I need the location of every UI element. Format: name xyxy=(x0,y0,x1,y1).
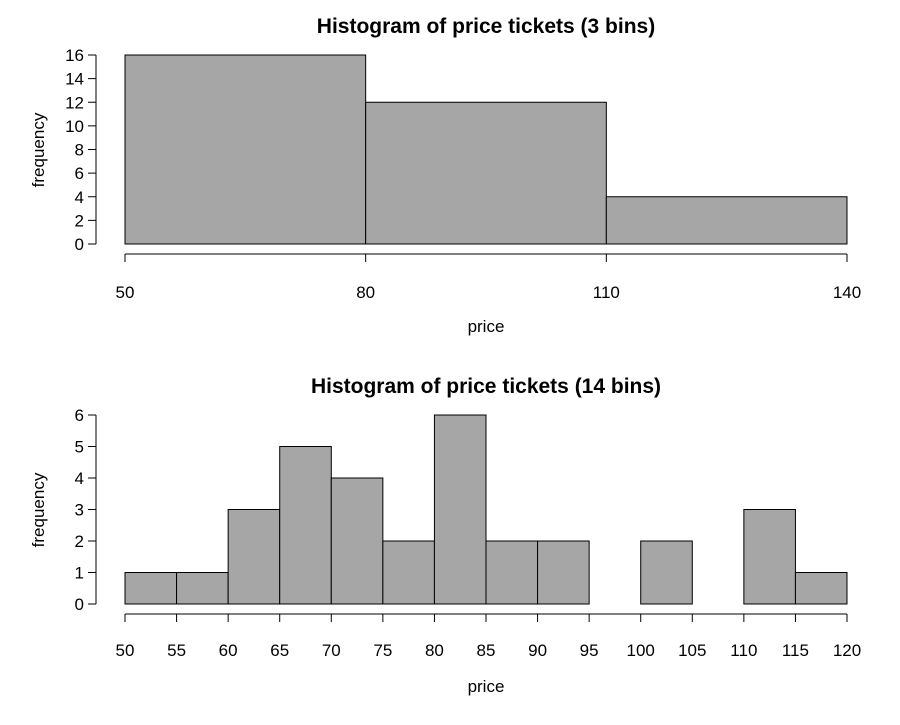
histogram-bar xyxy=(227,509,281,605)
histogram-bar xyxy=(382,540,435,605)
y-tick-label: 14 xyxy=(65,70,84,89)
histogram-bar xyxy=(605,196,848,245)
y-tick-label: 2 xyxy=(75,211,84,230)
y-tick-label: 0 xyxy=(75,595,84,614)
x-tick-label: 140 xyxy=(833,283,861,302)
y-tick-label: 6 xyxy=(75,164,84,183)
histogram-bar xyxy=(794,572,848,605)
x-tick-label: 60 xyxy=(219,641,238,660)
y-axis: 0 1 2 3 4 5 6 xyxy=(75,406,97,614)
histogram-14-bins: Histogram of price tickets (14 bins) fre… xyxy=(29,375,861,696)
x-tick-label: 50 xyxy=(116,641,135,660)
y-tick-label: 3 xyxy=(75,501,84,520)
histogram-bar xyxy=(124,54,367,245)
y-axis: 0 2 4 6 8 10 12 14 16 xyxy=(65,46,97,254)
histogram-bar xyxy=(433,414,487,605)
y-axis-label: frequency xyxy=(29,112,48,187)
x-tick-label: 50 xyxy=(116,283,135,302)
histogram-bar xyxy=(743,509,796,605)
x-axis: 50 80 110 140 xyxy=(116,253,861,302)
x-tick-label: 80 xyxy=(356,283,375,302)
y-tick-label: 10 xyxy=(65,117,84,136)
y-tick-label: 2 xyxy=(75,532,84,551)
bars xyxy=(124,414,848,605)
x-tick-label: 95 xyxy=(580,641,599,660)
x-tick-label: 90 xyxy=(528,641,547,660)
x-tick-label: 65 xyxy=(270,641,289,660)
x-axis-label: price xyxy=(468,677,505,696)
histogram-3-bins: Histogram of price tickets (3 bins) freq… xyxy=(29,15,861,336)
x-tick-label: 120 xyxy=(833,641,861,660)
histogram-bar xyxy=(485,540,539,605)
y-tick-label: 12 xyxy=(65,93,84,112)
x-tick-label: 110 xyxy=(730,641,757,660)
y-tick-label: 8 xyxy=(75,141,84,160)
x-tick-label: 105 xyxy=(678,641,706,660)
histogram-bar xyxy=(279,446,332,605)
y-tick-label: 4 xyxy=(75,469,84,488)
bars xyxy=(124,54,848,245)
chart-title: Histogram of price tickets (14 bins) xyxy=(311,375,661,398)
y-tick-label: 0 xyxy=(75,235,84,254)
x-tick-label: 80 xyxy=(425,641,444,660)
histogram-bar xyxy=(640,540,693,605)
y-tick-label: 1 xyxy=(75,564,84,583)
x-axis: 50 55 60 65 70 75 80 85 90 95 100 105 110 115 120 xyxy=(116,613,861,660)
x-tick-label: 110 xyxy=(593,283,620,302)
histogram-bar xyxy=(330,477,384,605)
y-tick-label: 4 xyxy=(75,188,84,207)
chart-title: Histogram of price tickets (3 bins) xyxy=(317,15,655,38)
y-tick-label: 5 xyxy=(75,438,84,457)
x-tick-label: 70 xyxy=(322,641,341,660)
histogram-bar xyxy=(537,540,590,605)
x-tick-label: 100 xyxy=(627,641,655,660)
x-axis-label: price xyxy=(468,317,505,336)
x-tick-label: 115 xyxy=(782,641,809,660)
y-tick-label: 6 xyxy=(75,406,84,425)
x-tick-label: 75 xyxy=(373,641,392,660)
y-axis-label: frequency xyxy=(29,472,48,547)
histogram-bar xyxy=(176,572,229,605)
x-tick-label: 55 xyxy=(167,641,186,660)
histogram-bar xyxy=(365,101,607,245)
y-tick-label: 16 xyxy=(65,46,84,65)
x-tick-label: 85 xyxy=(477,641,496,660)
histogram-bar xyxy=(124,572,178,605)
